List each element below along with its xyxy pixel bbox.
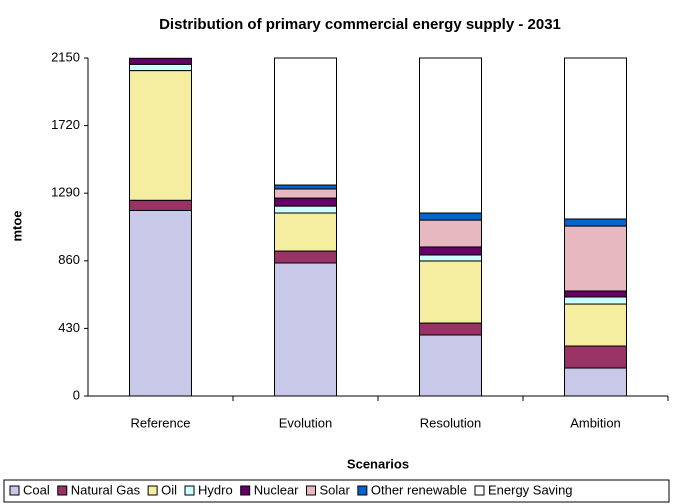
legend-swatch (474, 485, 485, 496)
bar-segment (274, 262, 337, 397)
bar-segment (274, 188, 337, 199)
legend-label: Coal (23, 482, 50, 497)
x-tick-label: Resolution (420, 415, 481, 430)
bar-segment (564, 303, 627, 347)
legend-swatch (240, 485, 251, 496)
bar-segment (274, 57, 337, 186)
bar-segment (274, 205, 337, 214)
chart-title: Distribution of primary commercial energ… (159, 16, 561, 33)
bar-segment (129, 199, 192, 211)
legend-swatch (184, 485, 195, 496)
bar-segment (564, 225, 627, 292)
bar-segment (419, 322, 482, 336)
legend-swatch (9, 485, 20, 496)
bar-segment (129, 63, 192, 72)
y-tick-label: 860 (58, 252, 80, 267)
legend-label: Nuclear (254, 482, 299, 497)
bar-segment (564, 296, 627, 305)
bar-segment (564, 218, 627, 227)
legend-label: Other renewable (371, 482, 467, 497)
bar-segment (419, 260, 482, 324)
y-tick-label: 1290 (51, 185, 80, 200)
legend-label: Hydro (198, 482, 233, 497)
bar-segment (419, 212, 482, 221)
x-tick-label: Reference (131, 415, 191, 430)
bar-segment (564, 367, 627, 397)
bar-segment (274, 184, 337, 190)
y-axis-title: mtoe (9, 210, 24, 241)
x-tick-label: Evolution (279, 415, 332, 430)
bar-segment (564, 345, 627, 369)
legend-label: Oil (161, 482, 177, 497)
bar-segment (129, 57, 192, 65)
y-tick-label: 2150 (51, 49, 80, 64)
bar-segment (129, 209, 192, 397)
y-tick-label: 0 (73, 387, 80, 402)
bar-segment (419, 57, 482, 214)
legend-label: Energy Saving (488, 482, 573, 497)
bar-segment (129, 70, 192, 201)
legend-swatch (57, 485, 68, 496)
bar-segment (419, 219, 482, 248)
legend-box (3, 479, 670, 503)
bar-segment (419, 254, 482, 262)
y-tick-label: 1720 (51, 117, 80, 132)
x-axis-title: Scenarios (347, 456, 409, 471)
bar-segment (564, 290, 627, 298)
bar-segment (274, 212, 337, 252)
legend-label: Natural Gas (71, 482, 141, 497)
x-tick-label: Ambition (570, 415, 621, 430)
bar-segment (419, 334, 482, 397)
legend-swatch (357, 485, 368, 496)
bar-segment (564, 57, 627, 220)
legend-swatch (306, 485, 316, 496)
legend-swatch (147, 485, 158, 496)
bar-segment (274, 250, 337, 264)
legend-label: Solar (320, 482, 351, 497)
bar-segment (419, 246, 482, 256)
bar-segment (274, 197, 337, 207)
y-tick-label: 430 (58, 320, 80, 335)
